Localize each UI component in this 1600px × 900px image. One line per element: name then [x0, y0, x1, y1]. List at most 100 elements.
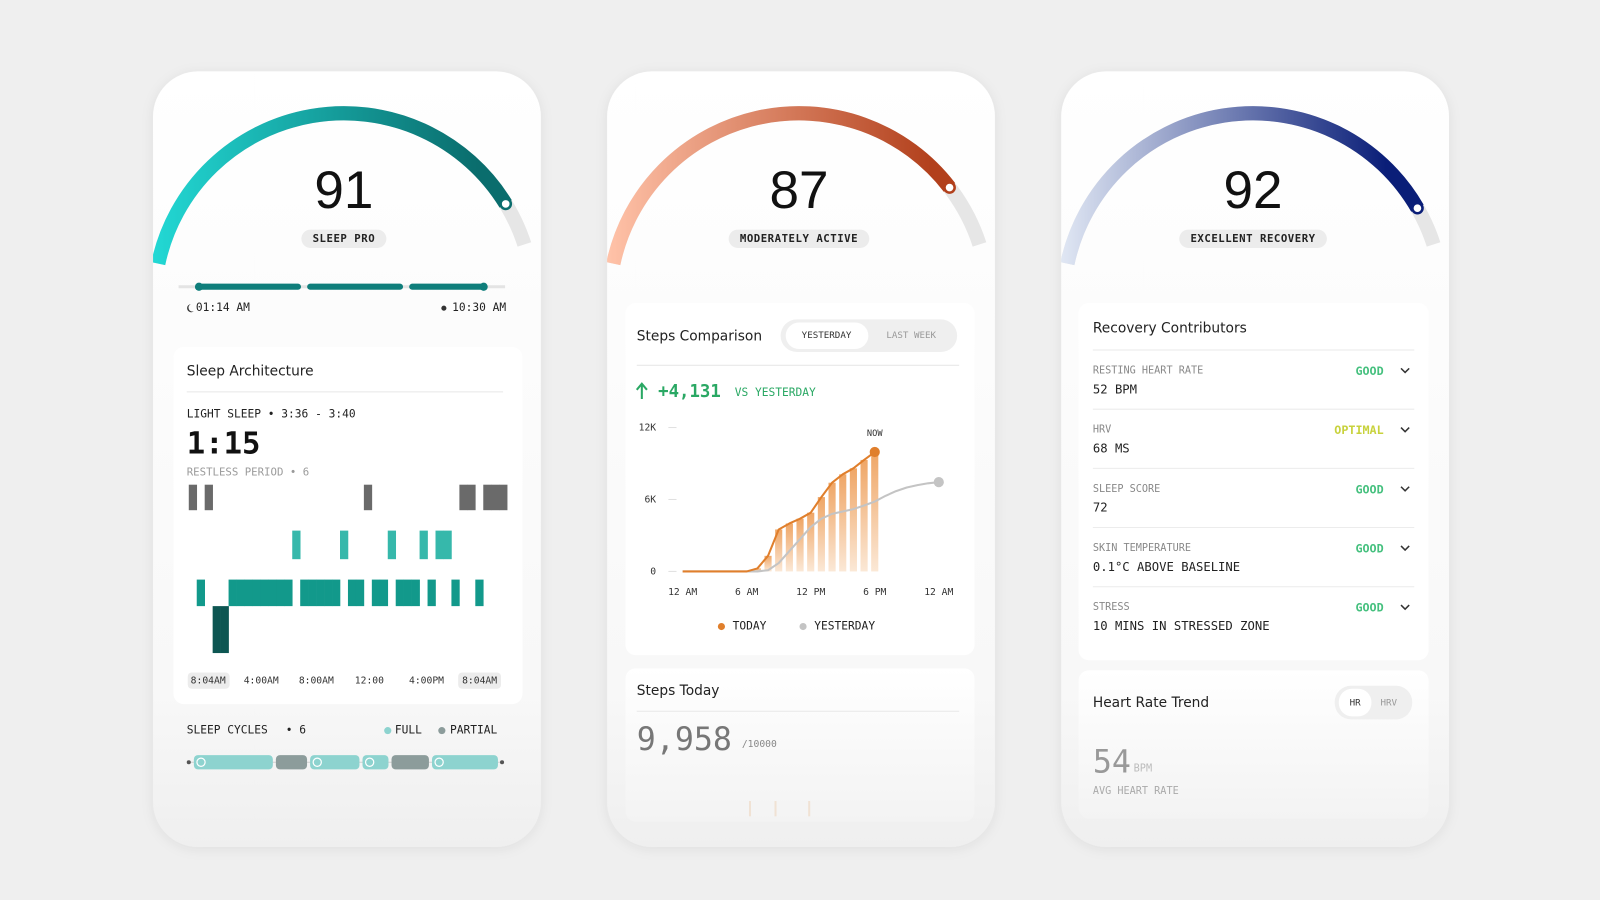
legend-label: YESTERDAY: [814, 620, 875, 633]
chevron[interactable]: [1400, 545, 1410, 552]
duration: 1:15: [187, 426, 261, 461]
cycle-check: [434, 757, 444, 767]
series-end: [869, 446, 880, 458]
x-tick-label: 12 AM: [924, 587, 953, 598]
sleep-stage: [427, 579, 436, 607]
sleep-stage: [220, 606, 229, 654]
step-bar: [807, 512, 815, 572]
sleep-stage: [188, 484, 198, 511]
sleep-stage: [244, 579, 253, 607]
step-bar: [871, 452, 879, 572]
gauge-arc: [607, 106, 956, 266]
series-end: [933, 477, 944, 488]
badge: SLEEP PRO: [313, 232, 376, 245]
sleep-cycle: [431, 755, 498, 770]
toggle-option[interactable]: HR: [1350, 698, 1362, 709]
badge: MODERATELY ACTIVE: [740, 232, 858, 245]
sleep-stage: [467, 484, 476, 511]
sleep-stage: [347, 579, 357, 607]
sleep-stage: [451, 579, 460, 607]
steps-value: 9,958: [637, 722, 732, 758]
toggle-option[interactable]: YESTERDAY: [802, 330, 852, 341]
metric-label: SLEEP SCORE: [1093, 484, 1160, 495]
series-line: [682, 451, 876, 573]
sleep-stage: [419, 530, 428, 560]
score: 92: [1224, 161, 1283, 220]
legend-label: TODAY: [733, 620, 767, 633]
score: 91: [314, 161, 373, 220]
gauges: [153, 106, 1441, 266]
toggle-active[interactable]: [1338, 688, 1372, 717]
gauge: [153, 106, 532, 266]
metric-label: STRESS: [1093, 602, 1130, 613]
label: RESTLESS PERIOD • 6: [187, 465, 309, 478]
label: 10:30 AM: [452, 301, 506, 314]
toggle-option[interactable]: HRV: [1380, 698, 1397, 709]
sleep-stage: [284, 579, 293, 607]
time-label: 8:00AM: [299, 676, 334, 687]
avg-unit: BPM: [1134, 763, 1152, 774]
avg-label: AVG HEART RATE: [1093, 786, 1179, 797]
step-bar: [828, 482, 836, 572]
chevron[interactable]: [1400, 486, 1410, 492]
gauge-arc: [1061, 106, 1424, 266]
metric-value: 68 MS: [1093, 441, 1130, 455]
label: • 6: [286, 724, 307, 737]
label: 01:14 AM: [196, 301, 250, 314]
sleep-stage: [276, 579, 285, 607]
cycle-end: [186, 760, 191, 765]
chevron[interactable]: [1400, 367, 1410, 374]
chevron[interactable]: [1400, 427, 1410, 433]
gauge-knob: [1411, 201, 1424, 215]
sleep-stage: [395, 579, 404, 607]
panel: [1078, 303, 1429, 661]
metric-status: GOOD: [1355, 364, 1383, 378]
legend-dot: [799, 622, 807, 631]
sleep-stage: [252, 579, 261, 607]
badge: EXCELLENT RECOVERY: [1190, 232, 1315, 245]
section-title: Steps Today: [637, 683, 720, 699]
metric-status: GOOD: [1355, 482, 1383, 496]
metric-status: OPTIMAL: [1334, 423, 1383, 437]
delta-note: VS YESTERDAY: [735, 386, 816, 399]
score: 87: [769, 161, 828, 220]
annotation: NOW: [867, 429, 883, 439]
legend-label: FULL: [395, 724, 422, 737]
legend-dot: [384, 727, 392, 735]
sleep-stage: [236, 579, 245, 607]
metric-label: RESTING HEART RATE: [1093, 365, 1203, 376]
sleep-cycle: [193, 755, 273, 770]
legend-dot: [438, 727, 446, 735]
step-bar: [775, 529, 783, 572]
gauge-arc: [153, 106, 512, 266]
gauge-knob: [943, 181, 956, 194]
sleep-stage: [204, 484, 213, 511]
toggle-option[interactable]: LAST WEEK: [886, 330, 936, 341]
metric-value: 10 MINS IN STRESSED ZONE: [1093, 619, 1270, 633]
sleep-cycle: [275, 755, 308, 770]
label-pill: [458, 672, 502, 689]
legend-label: PARTIAL: [450, 724, 498, 737]
step-bar: [785, 523, 793, 572]
sleep-stage: [268, 579, 277, 607]
metric-value: 52 BPM: [1093, 382, 1137, 396]
metric-value: 72: [1093, 501, 1108, 515]
sleep-stage: [387, 530, 397, 560]
y-tick-label: 12K: [639, 423, 657, 434]
sleep-cycle: [391, 755, 429, 770]
sleep-stage: [411, 579, 420, 607]
sleep-stage: [403, 579, 412, 607]
sleep-stage: [363, 484, 373, 511]
time-label: 8:04AM: [191, 676, 226, 687]
sleep-stage: [355, 579, 365, 607]
sleep-stage: [196, 579, 206, 607]
sleep-stage: [340, 530, 349, 560]
sleep-stage: [475, 579, 484, 607]
chevron[interactable]: [1400, 604, 1410, 611]
sleep-stage: [300, 579, 309, 607]
toggle-active[interactable]: [785, 322, 869, 349]
panel: [625, 668, 975, 822]
x-tick-label: 6 PM: [863, 587, 886, 598]
